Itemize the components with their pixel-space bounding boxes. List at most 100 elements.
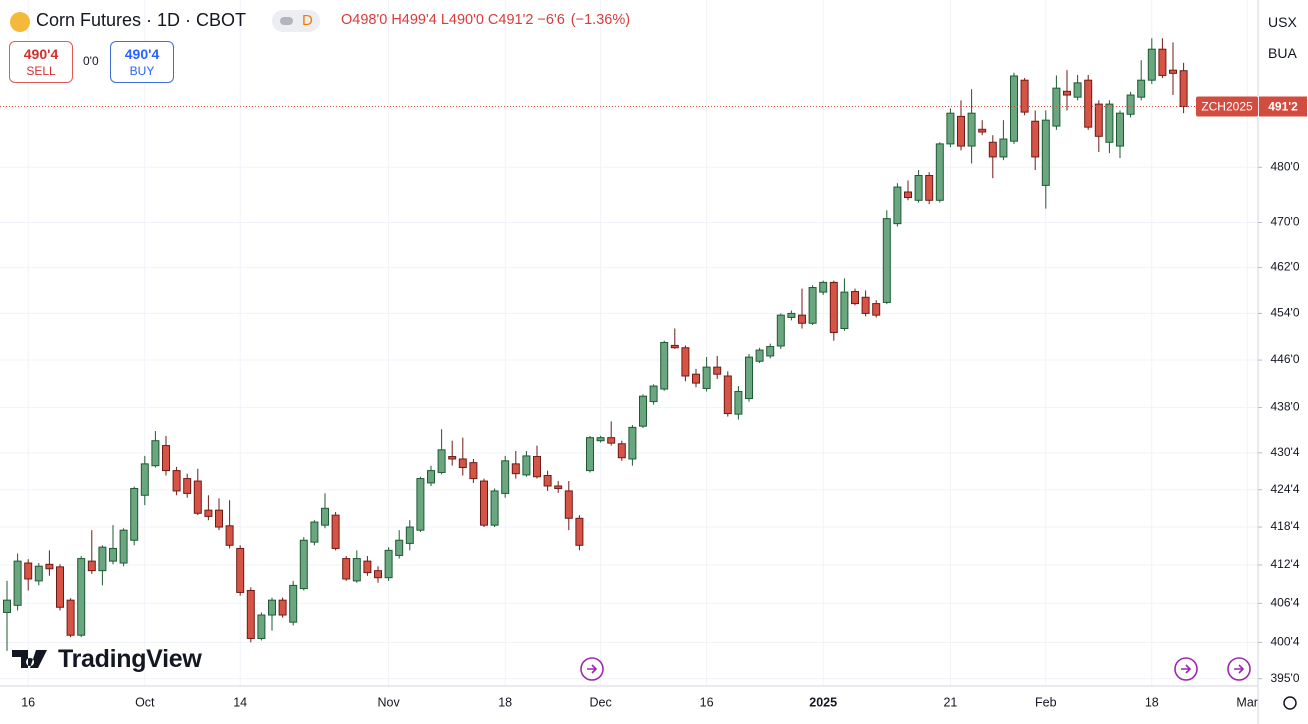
x-tick-label: Nov	[377, 695, 400, 709]
candle	[215, 498, 223, 531]
candle	[681, 345, 690, 382]
candle	[1084, 74, 1093, 130]
candle-body	[1031, 120, 1040, 158]
market-status[interactable]: D	[272, 10, 320, 32]
candle	[162, 435, 170, 476]
buy-button[interactable]: 490'4 BUY	[110, 41, 174, 83]
candle-body	[1147, 48, 1156, 81]
brand-name: TradingView	[58, 645, 202, 673]
candle-body	[193, 480, 202, 514]
candle	[34, 563, 43, 586]
candle-body	[946, 112, 955, 145]
candle-body	[957, 115, 965, 147]
candle	[554, 481, 563, 493]
y-tick-label: 454'0	[1271, 306, 1300, 320]
candle-body	[851, 291, 859, 305]
y-tick-label: 438'0	[1271, 400, 1300, 414]
candle	[24, 559, 33, 591]
candle-body	[374, 570, 382, 579]
candle-body	[236, 547, 245, 593]
candle	[734, 386, 743, 420]
candle	[798, 288, 806, 329]
buy-label: BUY	[129, 64, 155, 78]
candle	[607, 421, 616, 446]
candle-body	[45, 563, 54, 570]
buy-price: 490'4	[124, 46, 160, 62]
candle	[745, 354, 753, 402]
candle	[416, 476, 425, 533]
candle	[204, 495, 213, 521]
candle-body	[98, 546, 107, 572]
candle-body	[808, 287, 817, 324]
candle	[1126, 91, 1135, 118]
candle	[829, 280, 838, 341]
candle	[1137, 60, 1146, 101]
candle-body	[1116, 112, 1124, 147]
candle-body	[1137, 79, 1146, 98]
candle	[458, 437, 467, 476]
candle	[692, 368, 700, 388]
candle-body	[458, 458, 467, 469]
candle	[904, 180, 912, 201]
candle-body	[331, 514, 340, 549]
candle-body	[13, 560, 22, 606]
candle-body	[480, 480, 488, 526]
candle	[374, 566, 382, 583]
symbol-tag-label: ZCH2025	[1201, 100, 1253, 114]
unit-button[interactable]: BUA	[1268, 45, 1297, 61]
candle	[893, 183, 902, 227]
event-icon	[1227, 657, 1251, 681]
candle	[755, 347, 764, 364]
candle	[1116, 110, 1124, 159]
candle	[1041, 110, 1050, 209]
candle-body	[978, 128, 987, 133]
candle	[405, 520, 414, 551]
candle	[935, 142, 944, 203]
candle	[225, 500, 234, 549]
flash-icon	[1174, 657, 1198, 681]
candle	[957, 100, 965, 151]
candle	[522, 451, 531, 477]
candle-body	[554, 485, 563, 489]
candle	[564, 481, 573, 531]
candle	[1010, 72, 1018, 144]
y-tick-label: 480'0	[1271, 159, 1300, 173]
candle	[140, 455, 149, 506]
candle	[501, 455, 510, 498]
candle-body	[564, 490, 573, 519]
candle	[246, 587, 255, 643]
candle	[299, 537, 308, 591]
candle	[1052, 75, 1061, 130]
candle	[872, 300, 881, 318]
sell-button[interactable]: 490'4 SELL	[9, 41, 73, 83]
candle	[257, 612, 266, 641]
candle-body	[363, 560, 372, 574]
candle	[713, 355, 722, 379]
x-tick-label: Mar	[1236, 695, 1258, 709]
candle	[427, 465, 435, 486]
x-tick-label: 16	[700, 695, 714, 709]
candle-body	[755, 349, 764, 362]
candle-body	[861, 296, 870, 314]
candle	[109, 525, 117, 565]
candle-body	[819, 281, 828, 293]
candle	[511, 451, 520, 479]
candle	[437, 429, 446, 475]
y-tick-label: 395'0	[1271, 671, 1300, 685]
candle-body	[501, 460, 510, 494]
candle	[490, 488, 499, 528]
candle	[819, 280, 828, 295]
candle-body	[87, 560, 96, 572]
candle	[882, 210, 891, 305]
candle-body	[1073, 82, 1082, 98]
candle	[77, 556, 86, 638]
chart-title[interactable]: Corn Futures · 1D · CBOT	[36, 10, 247, 30]
candle	[1031, 110, 1040, 171]
currency-button[interactable]: USX	[1268, 14, 1297, 30]
candle-body	[713, 366, 722, 375]
candle-body	[225, 525, 234, 546]
candle-body	[151, 440, 160, 467]
candle-body	[437, 449, 446, 473]
candle	[787, 310, 796, 321]
candle	[861, 290, 870, 317]
